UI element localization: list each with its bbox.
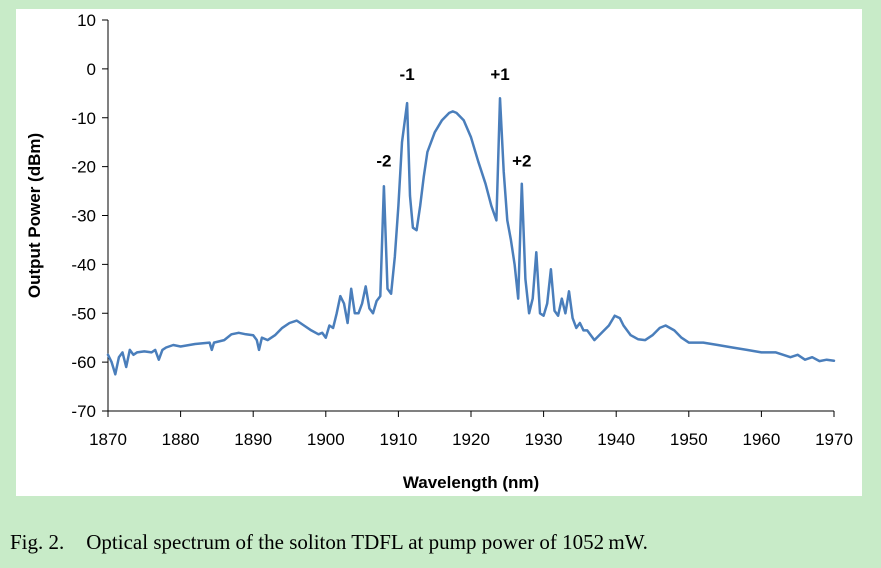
y-tick-label: -30	[71, 207, 96, 226]
figure-caption: Fig. 2. Optical spectrum of the soliton T…	[10, 530, 872, 555]
y-axis-title: Output Power (dBm)	[25, 133, 44, 298]
x-tick-label: 1880	[162, 430, 200, 449]
x-tick-label: 1890	[234, 430, 272, 449]
peak-annotation: -1	[400, 65, 415, 84]
x-tick-label: 1960	[742, 430, 780, 449]
x-tick-label: 1970	[815, 430, 853, 449]
caption-label: Fig. 2.	[10, 530, 65, 554]
y-tick-label: -20	[71, 158, 96, 177]
y-tick-label: -70	[71, 402, 96, 421]
caption-text: Optical spectrum of the soliton TDFL at …	[86, 530, 648, 554]
x-tick-label: 1920	[452, 430, 490, 449]
x-tick-label: 1900	[307, 430, 345, 449]
y-tick-label: -60	[71, 353, 96, 372]
y-tick-label: 10	[77, 11, 96, 30]
x-tick-label: 1940	[597, 430, 635, 449]
x-tick-label: 1870	[89, 430, 127, 449]
y-tick-label: -50	[71, 304, 96, 323]
figure-panel: 10 0 -10 -20 -30 -40 -50 -60 -70 1870 1880 1890 1900…	[16, 9, 862, 496]
peak-annotation: +1	[490, 65, 509, 84]
y-tick-label: 0	[87, 60, 96, 79]
peak-annotation: -2	[376, 152, 391, 171]
x-tick-label: 1910	[379, 430, 417, 449]
y-tick-label: -40	[71, 255, 96, 274]
y-tick-label: -10	[71, 109, 96, 128]
x-tick-label: 1950	[670, 430, 708, 449]
spectrum-chart: 10 0 -10 -20 -30 -40 -50 -60 -70 1870 1880 1890 1900…	[25, 11, 853, 492]
x-tick-label: 1930	[525, 430, 563, 449]
spectrum-series-line	[106, 96, 836, 376]
x-axis-title: Wavelength (nm)	[403, 473, 539, 492]
peak-annotation: +2	[512, 152, 531, 171]
